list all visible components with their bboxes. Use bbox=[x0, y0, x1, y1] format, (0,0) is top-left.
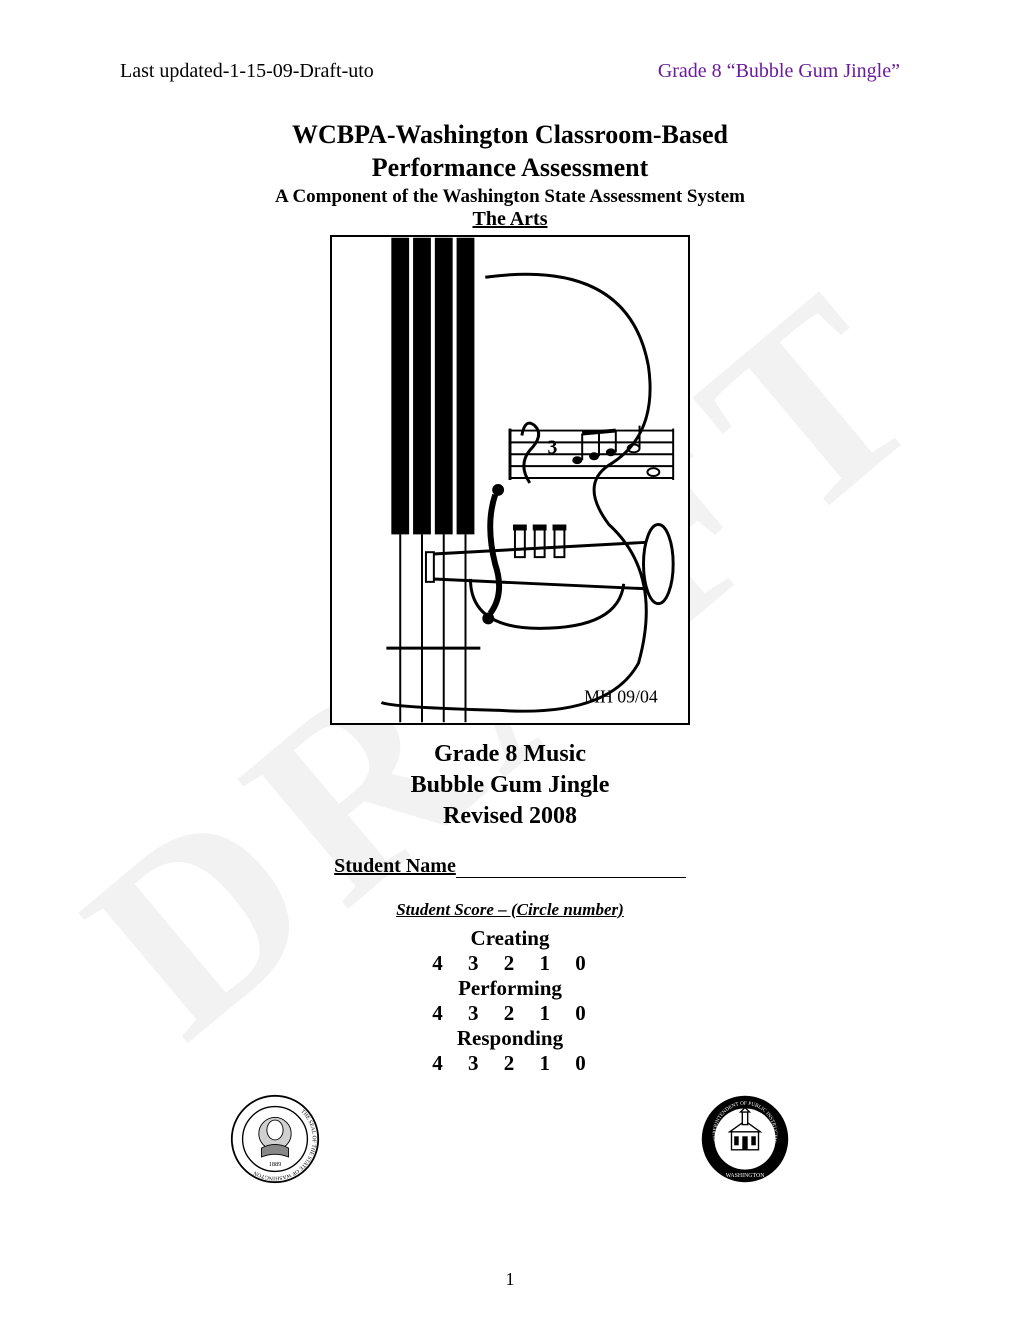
score-section: Creating 4 3 2 1 0 Performing 4 3 2 1 0 … bbox=[120, 926, 900, 1076]
svg-text:WASHINGTON: WASHINGTON bbox=[726, 1172, 766, 1178]
grade-line-2: Bubble Gum Jingle bbox=[120, 770, 900, 801]
score-option[interactable]: 1 bbox=[540, 1051, 553, 1075]
score-header: Student Score – (Circle number) bbox=[120, 900, 900, 920]
illustration-signature: MH 09/04 bbox=[584, 687, 658, 707]
score-options-0: 4 3 2 1 0 bbox=[120, 951, 900, 976]
score-option[interactable]: 0 bbox=[575, 951, 588, 975]
page-header: Last updated-1-15-09-Draft-uto Grade 8 “… bbox=[120, 60, 900, 83]
score-option[interactable]: 3 bbox=[468, 1001, 481, 1025]
svg-text:3: 3 bbox=[548, 436, 558, 458]
page-number: 1 bbox=[0, 1269, 1020, 1290]
header-right-text: Grade 8 “Bubble Gum Jingle” bbox=[658, 60, 900, 83]
score-category-2: Responding bbox=[120, 1026, 900, 1051]
title-line-2: Performance Assessment bbox=[120, 152, 900, 185]
score-category-1: Performing bbox=[120, 976, 900, 1001]
ospi-seal-icon: SUPERINTENDENT OF PUBLIC INSTRUCTION WAS… bbox=[700, 1094, 790, 1184]
arts-heading: The Arts bbox=[120, 208, 900, 231]
score-option[interactable]: 0 bbox=[575, 1001, 588, 1025]
score-option[interactable]: 4 bbox=[432, 1051, 445, 1075]
score-option[interactable]: 2 bbox=[504, 951, 517, 975]
page-container: Last updated-1-15-09-Draft-uto Grade 8 “… bbox=[0, 0, 1020, 1320]
grade-line-1: Grade 8 Music bbox=[120, 739, 900, 770]
score-options-2: 4 3 2 1 0 bbox=[120, 1051, 900, 1076]
score-option[interactable]: 1 bbox=[540, 1001, 553, 1025]
student-name-label: Student Name bbox=[334, 855, 456, 877]
score-category-0: Creating bbox=[120, 926, 900, 951]
title-line-1: WCBPA-Washington Classroom-Based bbox=[120, 119, 900, 152]
score-option[interactable]: 3 bbox=[468, 1051, 481, 1075]
score-option[interactable]: 1 bbox=[540, 951, 553, 975]
music-illustration: 3 bbox=[330, 235, 690, 725]
score-option[interactable]: 4 bbox=[432, 951, 445, 975]
header-left-text: Last updated-1-15-09-Draft-uto bbox=[120, 60, 374, 83]
score-option[interactable]: 4 bbox=[432, 1001, 445, 1025]
illustration-wrap: 3 bbox=[120, 235, 900, 725]
state-seal-icon: THE SEAL OF THE STATE OF WASHINGTON 1889 bbox=[230, 1094, 320, 1184]
score-option[interactable]: 0 bbox=[575, 1051, 588, 1075]
score-option[interactable]: 2 bbox=[504, 1001, 517, 1025]
score-options-1: 4 3 2 1 0 bbox=[120, 1001, 900, 1026]
score-option[interactable]: 2 bbox=[504, 1051, 517, 1075]
title-block: WCBPA-Washington Classroom-Based Perform… bbox=[120, 119, 900, 231]
seals-row: THE SEAL OF THE STATE OF WASHINGTON 1889… bbox=[120, 1094, 900, 1184]
svg-text:1889: 1889 bbox=[269, 1161, 282, 1168]
score-option[interactable]: 3 bbox=[468, 951, 481, 975]
grade-block: Grade 8 Music Bubble Gum Jingle Revised … bbox=[120, 739, 900, 833]
grade-line-3: Revised 2008 bbox=[120, 801, 900, 832]
student-name-row: Student Name bbox=[120, 855, 900, 878]
music-instruments-icon: 3 bbox=[332, 237, 688, 723]
student-name-line bbox=[456, 877, 686, 878]
subtitle: A Component of the Washington State Asse… bbox=[120, 186, 900, 208]
